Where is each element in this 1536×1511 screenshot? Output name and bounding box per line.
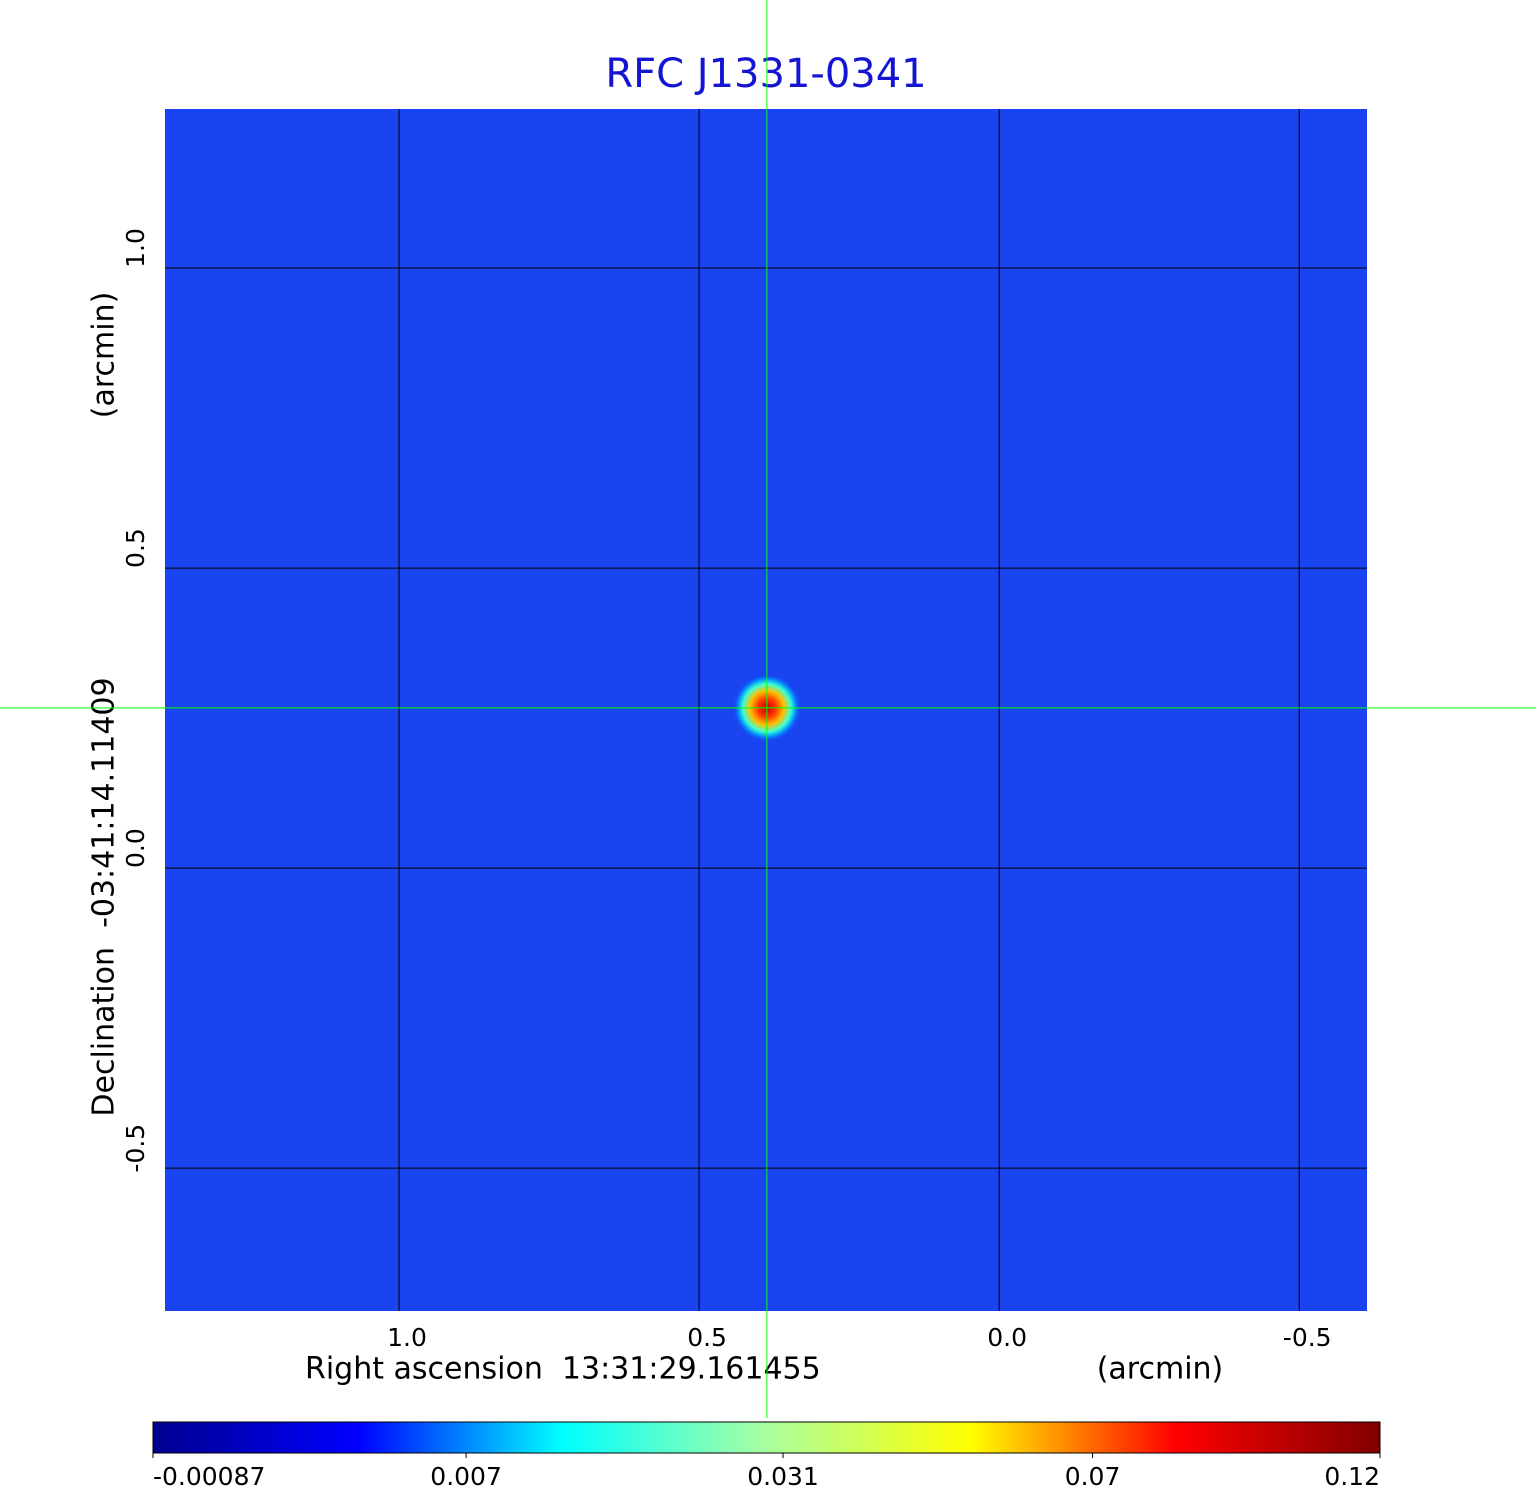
y-tick-label: 1.0 xyxy=(121,228,150,268)
y-axis-unit: (arcmin) xyxy=(87,292,122,419)
colorbar-tick-label: 0.007 xyxy=(430,1462,502,1491)
colorbar-tick-label: -0.00087 xyxy=(153,1462,265,1491)
x-tick-label: 1.0 xyxy=(387,1323,427,1352)
x-tick-label: 0.0 xyxy=(987,1323,1027,1352)
x-tick-label: -0.5 xyxy=(1283,1323,1332,1352)
x-axis-unit: (arcmin) xyxy=(1097,1352,1224,1387)
colorbar xyxy=(152,1421,1381,1454)
x-axis-label: Right ascension 13:31:29.161455 xyxy=(305,1352,821,1387)
y-tick-label: 0.5 xyxy=(121,528,150,568)
x-tick-label: 0.5 xyxy=(687,1323,727,1352)
colorbar-tick-label: 0.031 xyxy=(747,1462,819,1491)
y-tick-label: -0.5 xyxy=(121,1124,150,1173)
y-axis-label: Declination -03:41:14.11409 xyxy=(87,677,122,1116)
chart-title: RFC J1331-0341 xyxy=(605,51,926,97)
colorbar-tick-label: 0.12 xyxy=(1324,1462,1380,1491)
colorbar-tick-label: 0.07 xyxy=(1065,1462,1121,1491)
y-tick-label: 0.0 xyxy=(121,828,150,868)
